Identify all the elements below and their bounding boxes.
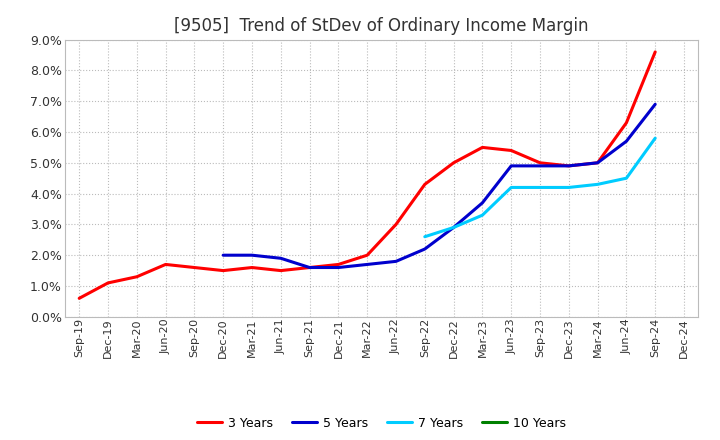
5 Years xyxy=(248,253,256,258)
Legend: 3 Years, 5 Years, 7 Years, 10 Years: 3 Years, 5 Years, 7 Years, 10 Years xyxy=(192,412,572,435)
5 Years xyxy=(392,259,400,264)
7 Years xyxy=(651,136,660,141)
Title: [9505]  Trend of StDev of Ordinary Income Margin: [9505] Trend of StDev of Ordinary Income… xyxy=(174,17,589,35)
5 Years xyxy=(564,163,573,169)
5 Years xyxy=(651,102,660,107)
Line: 3 Years: 3 Years xyxy=(79,52,655,298)
3 Years xyxy=(334,262,343,267)
7 Years xyxy=(622,176,631,181)
7 Years xyxy=(420,234,429,239)
3 Years xyxy=(161,262,170,267)
7 Years xyxy=(536,185,544,190)
3 Years xyxy=(305,265,314,270)
7 Years xyxy=(564,185,573,190)
3 Years xyxy=(392,222,400,227)
5 Years xyxy=(449,225,458,230)
3 Years xyxy=(219,268,228,273)
5 Years xyxy=(219,253,228,258)
5 Years xyxy=(334,265,343,270)
3 Years xyxy=(190,265,199,270)
3 Years xyxy=(75,296,84,301)
3 Years xyxy=(593,160,602,165)
5 Years xyxy=(363,262,372,267)
5 Years xyxy=(536,163,544,169)
3 Years xyxy=(507,148,516,153)
5 Years xyxy=(478,200,487,205)
3 Years xyxy=(420,182,429,187)
Line: 5 Years: 5 Years xyxy=(223,104,655,268)
3 Years xyxy=(132,274,141,279)
3 Years xyxy=(478,145,487,150)
3 Years xyxy=(449,160,458,165)
3 Years xyxy=(248,265,256,270)
5 Years xyxy=(593,160,602,165)
3 Years xyxy=(536,160,544,165)
7 Years xyxy=(449,225,458,230)
3 Years xyxy=(651,49,660,55)
7 Years xyxy=(593,182,602,187)
5 Years xyxy=(622,139,631,144)
3 Years xyxy=(622,120,631,125)
3 Years xyxy=(363,253,372,258)
3 Years xyxy=(104,280,112,286)
Line: 7 Years: 7 Years xyxy=(425,138,655,237)
5 Years xyxy=(305,265,314,270)
5 Years xyxy=(507,163,516,169)
7 Years xyxy=(478,213,487,218)
3 Years xyxy=(564,163,573,169)
3 Years xyxy=(276,268,285,273)
5 Years xyxy=(420,246,429,252)
7 Years xyxy=(507,185,516,190)
5 Years xyxy=(276,256,285,261)
